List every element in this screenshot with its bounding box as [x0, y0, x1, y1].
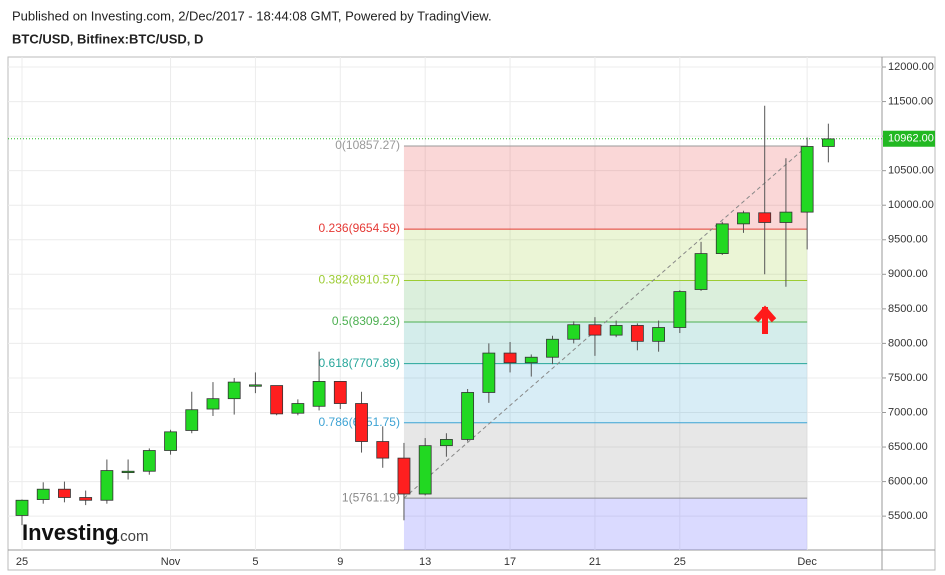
- chart-frame: [7, 56, 936, 571]
- fib-trend-line: [403, 145, 808, 499]
- fib-label: 0(10857.27): [335, 138, 400, 152]
- candle-body: [652, 327, 665, 342]
- y-tick-label: 7000.00: [888, 406, 928, 418]
- candle-body: [715, 223, 729, 254]
- x-tick-label: 17: [504, 556, 516, 568]
- candle-body: [58, 488, 71, 498]
- logo-suffix: .com: [116, 528, 149, 545]
- y-tick-label: 12000.00: [888, 61, 934, 73]
- candle-body: [249, 384, 262, 387]
- symbol-title: BTC/USD, Bitfinex:BTC/USD, D: [12, 31, 203, 46]
- y-tick-label: 8000.00: [888, 337, 928, 349]
- candle-body: [588, 324, 602, 336]
- y-tick-label: 10000.00: [888, 199, 934, 211]
- candle-body: [333, 381, 347, 404]
- candle-body: [567, 324, 581, 340]
- fib-band: [403, 498, 808, 550]
- last-price-label: 10962.00: [888, 133, 934, 145]
- y-tick-label: 11500.00: [888, 95, 933, 107]
- y-tick-label: 5500.00: [888, 510, 928, 522]
- candle-body: [100, 470, 114, 501]
- fib-band: [403, 280, 808, 323]
- fib-label: 0.236(9654.59): [319, 221, 400, 235]
- x-tick-label: Dec: [797, 556, 817, 568]
- candle-body: [758, 212, 772, 223]
- candle-body: [800, 146, 814, 213]
- x-tick-label: 21: [589, 556, 601, 568]
- candle-body: [185, 409, 199, 431]
- candle-body: [121, 470, 135, 474]
- y-tick-label: 10500.00: [888, 165, 934, 177]
- candle-body: [355, 403, 368, 442]
- candle-body: [461, 392, 475, 440]
- candle-body: [227, 381, 241, 400]
- candle-body: [630, 325, 644, 342]
- x-tick-label: 13: [419, 556, 431, 568]
- candle-body: [270, 385, 284, 415]
- fib-band: [403, 229, 808, 281]
- y-tick-label: 6000.00: [888, 476, 928, 488]
- candle-body: [36, 488, 50, 500]
- candle-body: [15, 499, 29, 516]
- candle-body: [524, 356, 538, 364]
- candle-body: [609, 325, 623, 336]
- candle-body: [779, 211, 793, 223]
- candle-body: [673, 291, 687, 328]
- fib-label: 0.382(8910.57): [319, 273, 400, 287]
- candle-body: [482, 352, 496, 393]
- y-tick-label: 9500.00: [888, 234, 928, 246]
- candle-body: [164, 431, 177, 451]
- x-tick-label: 9: [337, 556, 343, 568]
- candle-body: [503, 352, 517, 364]
- candle-body: [376, 441, 390, 459]
- candle-body: [821, 138, 835, 147]
- fib-label: 0.5(8309.23): [332, 314, 400, 328]
- fib-band: [403, 322, 808, 364]
- candle-body: [737, 212, 750, 225]
- candle-body: [418, 445, 432, 495]
- logo-brand: Investing: [22, 520, 119, 545]
- candle-body: [439, 439, 453, 447]
- fib-label: 1(5761.19): [342, 490, 400, 504]
- candle-body: [79, 497, 93, 501]
- y-tick-label: 7500.00: [888, 372, 928, 384]
- annotation-arrow: [753, 305, 777, 334]
- x-tick-label: 25: [16, 556, 28, 568]
- candle-body: [142, 450, 156, 472]
- candle-body: [546, 338, 559, 358]
- x-tick-label: Nov: [161, 556, 181, 568]
- last-price-tag: [883, 130, 935, 147]
- candle-body: [312, 381, 326, 407]
- candle-body: [206, 398, 220, 410]
- y-tick-label: 8500.00: [888, 303, 928, 315]
- x-tick-label: 5: [252, 556, 258, 568]
- published-note: Published on Investing.com, 2/Dec/2017 -…: [12, 8, 492, 23]
- x-tick-label: 25: [674, 556, 686, 568]
- candle-body: [291, 403, 305, 414]
- candle-body: [694, 253, 708, 290]
- y-tick-label: 6500.00: [888, 441, 928, 453]
- candle-body: [397, 457, 411, 495]
- y-tick-label: 9000.00: [888, 268, 928, 280]
- fib-label: 0.618(7707.89): [319, 356, 400, 370]
